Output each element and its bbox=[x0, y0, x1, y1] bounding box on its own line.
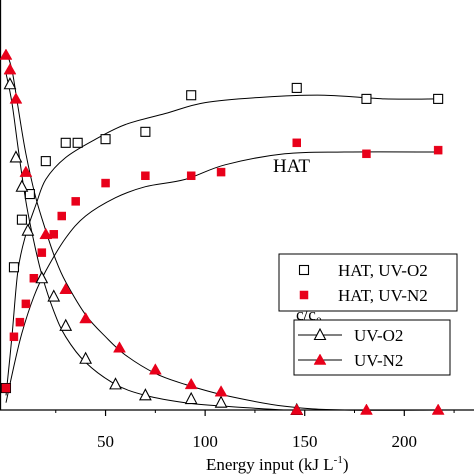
point-hat-uv-o2 bbox=[186, 90, 197, 101]
point-uv-n2 bbox=[184, 377, 198, 390]
point-uv-o2 bbox=[35, 271, 49, 284]
legend-label: UV-O2 bbox=[354, 326, 403, 345]
data-markers bbox=[0, 48, 445, 416]
x-tick-label: 50 bbox=[97, 432, 114, 451]
point-uv-o2 bbox=[21, 223, 35, 236]
legend-label: HAT, UV-O2 bbox=[338, 261, 428, 280]
point-uv-n2 bbox=[214, 385, 228, 397]
point-uv-o2 bbox=[109, 377, 122, 390]
hat-annotation: HAT bbox=[273, 156, 310, 177]
legend-label: HAT, UV-N2 bbox=[338, 286, 428, 305]
point-hat-uv-n2 bbox=[21, 299, 31, 309]
point-hat-uv-n2 bbox=[101, 178, 110, 188]
x-tick-label: 200 bbox=[392, 432, 418, 451]
point-uv-o2 bbox=[184, 391, 198, 405]
point-hat-uv-o2 bbox=[291, 82, 302, 93]
point-hat-uv-n2 bbox=[292, 138, 301, 148]
legend-top: HAT, UV-O2 HAT, UV-N2 bbox=[278, 253, 458, 312]
point-uv-n2 bbox=[0, 48, 13, 60]
x-tick-label: 150 bbox=[292, 432, 318, 451]
point-hat-uv-o2 bbox=[16, 214, 27, 225]
point-hat-uv-o2 bbox=[8, 262, 19, 273]
x-ticks: 50 100 150 200 bbox=[55, 410, 455, 451]
point-hat-uv-n2 bbox=[186, 171, 196, 181]
legend-top-box bbox=[278, 253, 458, 312]
point-uv-n2 bbox=[113, 341, 126, 353]
point-hat-uv-n2 bbox=[362, 149, 371, 159]
x-tick-label: 100 bbox=[192, 432, 218, 451]
point-hat-uv-n2 bbox=[71, 197, 80, 206]
legend-bottom: UV-O2 UV-N2 bbox=[293, 319, 451, 376]
fit-curves bbox=[5, 51, 439, 411]
point-uv-o2 bbox=[214, 395, 228, 408]
point-uv-o2 bbox=[59, 318, 73, 331]
point-hat-uv-n2 bbox=[29, 273, 39, 283]
point-hat-uv-n2 bbox=[433, 145, 443, 155]
curve-hat-uv-o2 bbox=[5, 94, 439, 396]
point-uv-o2 bbox=[138, 388, 152, 401]
curve-uv-o2 bbox=[5, 73, 285, 411]
point-hat-uv-n2 bbox=[216, 167, 226, 177]
point-hat-uv-n2 bbox=[141, 171, 150, 181]
legend-label: UV-N2 bbox=[354, 351, 403, 370]
point-uv-n2 bbox=[79, 311, 93, 324]
point-uv-o2 bbox=[9, 150, 23, 163]
point-uv-o2 bbox=[15, 179, 29, 192]
legend-marker bbox=[313, 353, 327, 365]
point-hat-uv-n2 bbox=[9, 332, 19, 342]
point-uv-n2 bbox=[19, 165, 33, 177]
legend-marker bbox=[298, 264, 310, 276]
point-hat-uv-o2 bbox=[100, 134, 111, 145]
curve-hat-uv-n2 bbox=[5, 151, 439, 403]
point-uv-o2 bbox=[79, 351, 93, 364]
point-uv-n2 bbox=[59, 282, 73, 294]
point-hat-uv-o2 bbox=[433, 93, 444, 104]
point-uv-o2 bbox=[47, 289, 61, 302]
point-hat-uv-o2 bbox=[361, 93, 372, 104]
point-uv-n2 bbox=[9, 92, 23, 104]
point-uv-n2 bbox=[3, 63, 17, 75]
point-hat-uv-n2 bbox=[49, 230, 59, 239]
point-uv-n2 bbox=[360, 403, 373, 415]
point-hat-uv-n2 bbox=[37, 248, 47, 257]
point-hat-uv-n2 bbox=[15, 317, 25, 327]
point-hat-uv-n2 bbox=[57, 211, 66, 221]
point-uv-n2 bbox=[148, 363, 162, 375]
x-axis-label: Energy input (kJ L-1) bbox=[206, 454, 349, 474]
point-hat-uv-o2 bbox=[60, 137, 71, 148]
point-hat-uv-n2 bbox=[1, 383, 11, 393]
point-hat-uv-o2 bbox=[140, 126, 151, 137]
legend-marker bbox=[313, 327, 327, 341]
legend-marker bbox=[299, 290, 309, 300]
point-uv-n2 bbox=[39, 227, 53, 240]
point-hat-uv-o2 bbox=[72, 137, 83, 148]
point-uv-n2 bbox=[431, 403, 445, 415]
point-uv-n2 bbox=[290, 403, 304, 415]
point-hat-uv-o2 bbox=[40, 156, 51, 167]
point-uv-o2 bbox=[3, 77, 17, 90]
point-hat-uv-o2 bbox=[24, 189, 35, 200]
